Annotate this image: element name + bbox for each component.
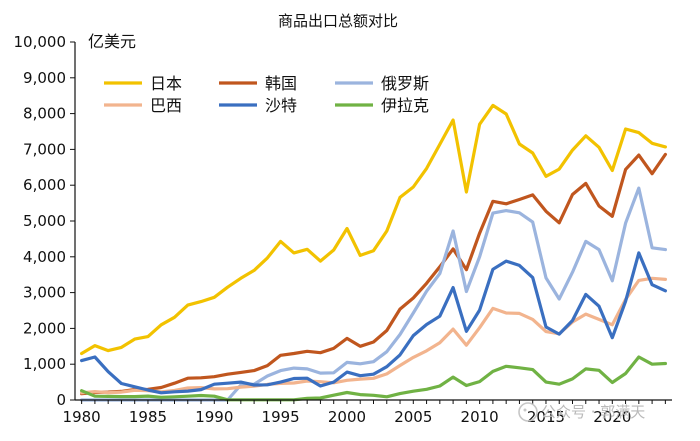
- y-axis-unit-label: 亿美元: [88, 32, 136, 51]
- x-tick-label: 1995: [262, 408, 300, 426]
- series-line-4: [79, 251, 668, 395]
- x-tick-label: 1980: [63, 408, 101, 426]
- wechat-logo-icon: [518, 402, 538, 422]
- x-tick-label: 2020: [593, 408, 631, 426]
- y-tick-label: 7,000: [23, 140, 66, 158]
- series-line-0: [79, 103, 668, 356]
- x-tick-label: 1990: [195, 408, 233, 426]
- legend-label: 伊拉克: [381, 96, 429, 115]
- plot-area: [79, 103, 668, 402]
- x-tick-label: 2010: [461, 408, 499, 426]
- legend-label: 巴西: [150, 96, 182, 115]
- y-tick-label: 4,000: [23, 248, 66, 266]
- y-tick-label: 6,000: [23, 176, 66, 194]
- legend-label: 韩国: [265, 74, 297, 93]
- y-tick-label: 8,000: [23, 105, 66, 123]
- y-tick-label: 9,000: [23, 69, 66, 87]
- legend-label: 沙特: [265, 96, 297, 115]
- axes: 0 1,000 2,000 3,000 4,000 5,000 6,000 7,000 8,00…: [14, 33, 672, 426]
- series-line-1: [79, 152, 668, 396]
- y-tick-label: 1,000: [23, 355, 66, 373]
- watermark-text: 公众号 · 郭满天: [541, 403, 645, 421]
- y-tick-label: 0: [56, 391, 66, 409]
- legend-label: 俄罗斯: [381, 74, 429, 93]
- y-tick-label: 5,000: [23, 212, 66, 230]
- y-tick-label: 3,000: [23, 284, 66, 302]
- x-tick-label: 2005: [394, 408, 432, 426]
- y-tick-label: 2,000: [23, 319, 66, 337]
- watermark: 公众号 · 郭满天: [518, 402, 645, 422]
- x-tick-label: 2000: [328, 408, 366, 426]
- chart-title: 商品出口总额对比: [278, 12, 398, 30]
- series-line-2: [79, 186, 668, 402]
- wechat-logo-dot-icon: [523, 408, 527, 412]
- y-tick-label: 10,000: [14, 33, 67, 51]
- x-tick-label: 1985: [129, 408, 167, 426]
- legend-label: 日本: [150, 74, 182, 93]
- series-line-5: [79, 355, 668, 402]
